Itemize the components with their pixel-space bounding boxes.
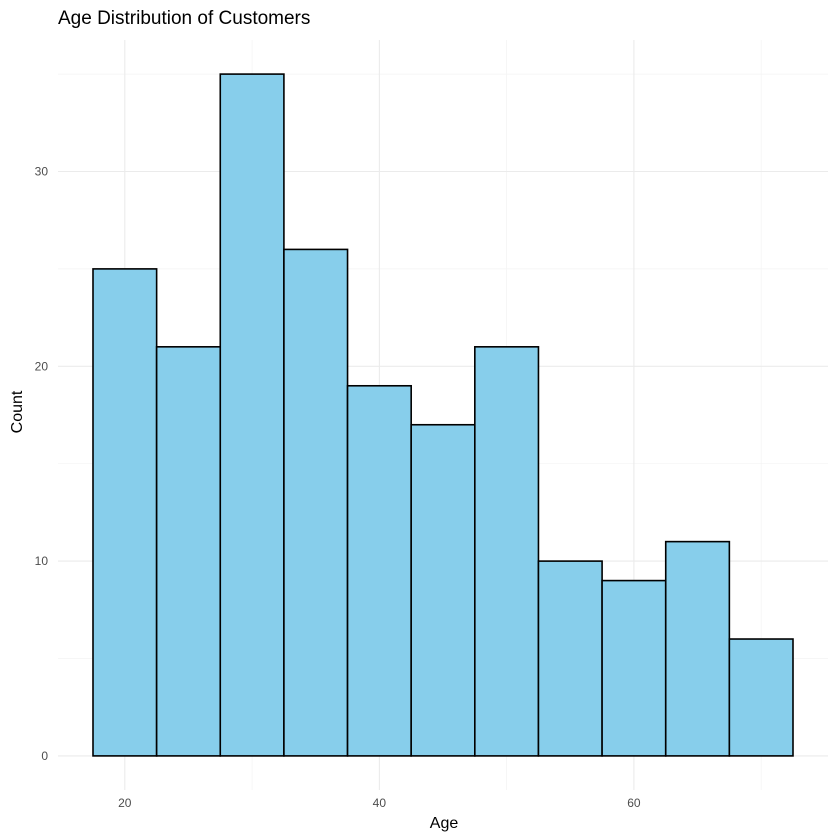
y-axis-title: Count [9, 390, 26, 433]
x-axis-title: Age [430, 815, 459, 832]
histogram-bar [728, 638, 794, 757]
y-tick-label: 0 [41, 749, 48, 763]
histogram-bar [219, 73, 285, 757]
x-tick-label: 20 [118, 796, 132, 810]
histogram-bar [537, 560, 603, 757]
histogram-bar [410, 423, 476, 757]
histogram-bar [474, 346, 540, 757]
histogram-bar [601, 579, 667, 757]
histogram-bar [664, 540, 731, 757]
histogram-bar [92, 268, 158, 757]
x-tick-label: 60 [627, 796, 641, 810]
x-tick-labels: 20 40 60 [118, 796, 641, 810]
y-tick-label: 30 [35, 164, 49, 178]
chart-title: Age Distribution of Customers [58, 8, 310, 29]
y-tick-label: 20 [35, 359, 49, 373]
bars [92, 73, 794, 757]
histogram-bar [155, 346, 222, 757]
x-tick-label: 40 [373, 796, 387, 810]
y-tick-labels: 0 10 20 30 [35, 164, 49, 762]
histogram-bar [346, 384, 412, 757]
histogram-bar [283, 248, 349, 757]
y-tick-label: 10 [35, 554, 49, 568]
